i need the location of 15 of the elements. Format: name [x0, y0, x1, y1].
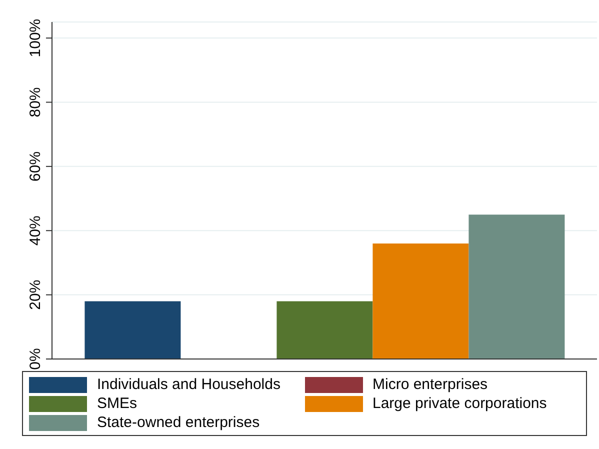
bar	[372, 243, 469, 359]
bar	[84, 301, 181, 359]
bar	[468, 214, 565, 359]
legend-label: State-owned enterprises	[97, 414, 260, 431]
legend-label: Individuals and Households	[97, 376, 280, 393]
y-tick-label: 60%	[27, 151, 44, 182]
legend-label: Large private corporations	[372, 395, 547, 412]
y-tick-label: 40%	[27, 216, 44, 246]
y-tick-label: 80%	[27, 87, 44, 118]
legend-label: Micro enterprises	[372, 376, 488, 393]
y-tick-label: 0%	[27, 348, 44, 370]
y-tick-label: 100%	[27, 18, 44, 58]
y-tick-label: 20%	[27, 280, 44, 310]
legend-label: SMEs	[97, 395, 138, 412]
bar	[276, 301, 373, 359]
